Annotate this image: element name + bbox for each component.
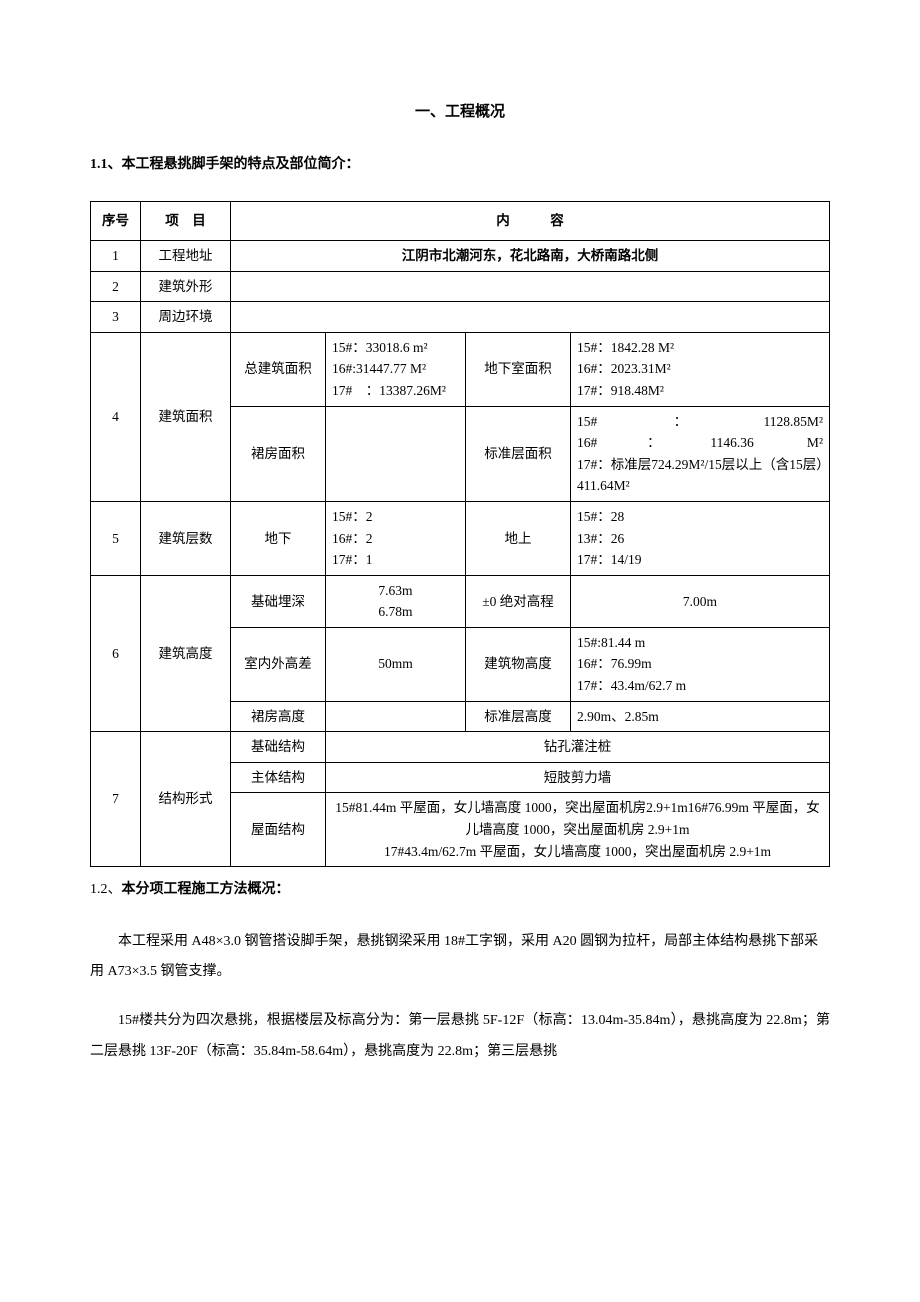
cell-sublabel: 室内外高差 <box>231 627 326 701</box>
header-seq: 序号 <box>91 202 141 241</box>
cell-sublabel: 屋面结构 <box>231 793 326 867</box>
cell-content <box>231 271 830 302</box>
cell-content <box>231 302 830 333</box>
cell-seq: 3 <box>91 302 141 333</box>
cell-value <box>326 406 466 501</box>
cell-seq: 2 <box>91 271 141 302</box>
cell-value: 50mm <box>326 627 466 701</box>
cell-value: 15#:81.44 m 16#：76.99m 17#：43.4m/62.7 m <box>571 627 830 701</box>
cell-sublabel: 裙房高度 <box>231 701 326 732</box>
cell-item: 周边环境 <box>141 302 231 333</box>
cell-sublabel: 裙房面积 <box>231 406 326 501</box>
cell-value: 15#81.44m 平屋面，女儿墙高度 1000，突出屋面机房2.9+1m16#… <box>326 793 830 867</box>
cell-label: 建筑物高度 <box>466 627 571 701</box>
cell-value: 7.00m <box>571 575 830 627</box>
cell-value: 15#：33018.6 m² 16#:31447.77 M² 17# ：1338… <box>326 332 466 406</box>
cell-item: 建筑高度 <box>141 575 231 732</box>
page-title: 一、工程概况 <box>90 100 830 124</box>
table-header-row: 序号 项 目 内 容 <box>91 202 830 241</box>
cell-seq: 6 <box>91 575 141 732</box>
cell-sublabel: 主体结构 <box>231 762 326 793</box>
cell-content: 江阴市北潮河东，花北路南，大桥南路北侧 <box>231 240 830 271</box>
cell-sublabel: 基础埋深 <box>231 575 326 627</box>
cell-sublabel: 基础结构 <box>231 732 326 763</box>
cell-item: 工程地址 <box>141 240 231 271</box>
cell-label: 标准层高度 <box>466 701 571 732</box>
section-header-1-2: 1.2、1.2、本分项工程施工方法概况：本分项工程施工方法概况： <box>90 879 830 901</box>
cell-value: 15#：2 16#：2 17#：1 <box>326 501 466 575</box>
cell-label: 标准层面积 <box>466 406 571 501</box>
table-row: 5 建筑层数 地下 15#：2 16#：2 17#：1 地上 15#：28 13… <box>91 501 830 575</box>
cell-value <box>326 701 466 732</box>
cell-value: 7.63m 6.78m <box>326 575 466 627</box>
cell-seq: 7 <box>91 732 141 867</box>
cell-label: ±0 绝对高程 <box>466 575 571 627</box>
cell-seq: 5 <box>91 501 141 575</box>
cell-seq: 4 <box>91 332 141 501</box>
paragraph-1: 本工程采用 A48×3.0 钢管搭设脚手架，悬挑钢梁采用 18#工字钢，采用 A… <box>90 927 830 989</box>
header-content: 内 容 <box>231 202 830 241</box>
cell-sublabel: 地下 <box>231 501 326 575</box>
cell-value: 2.90m、2.85m <box>571 701 830 732</box>
cell-sublabel: 总建筑面积 <box>231 332 326 406</box>
cell-value: 短肢剪力墙 <box>326 762 830 793</box>
cell-seq: 1 <box>91 240 141 271</box>
table-row: 6 建筑高度 基础埋深 7.63m 6.78m ±0 绝对高程 7.00m <box>91 575 830 627</box>
cell-item: 建筑外形 <box>141 271 231 302</box>
table-row: 1 工程地址 江阴市北潮河东，花北路南，大桥南路北侧 <box>91 240 830 271</box>
cell-label: 地下室面积 <box>466 332 571 406</box>
header-item: 项 目 <box>141 202 231 241</box>
table-row: 7 结构形式 基础结构 钻孔灌注桩 <box>91 732 830 763</box>
cell-value: 15#：1128.85M² 16#：1146.36 M² 17#：标准层724.… <box>571 406 830 501</box>
table-row: 4 建筑面积 总建筑面积 15#：33018.6 m² 16#:31447.77… <box>91 332 830 406</box>
cell-value: 15#：28 13#：26 17#：14/19 <box>571 501 830 575</box>
cell-item: 建筑面积 <box>141 332 231 501</box>
cell-label: 地上 <box>466 501 571 575</box>
cell-value: 钻孔灌注桩 <box>326 732 830 763</box>
paragraph-2: 15#楼共分为四次悬挑，根据楼层及标高分为：第一层悬挑 5F-12F（标高：13… <box>90 1006 830 1068</box>
cell-value: 15#：1842.28 M² 16#：2023.31M² 17#：918.48M… <box>571 332 830 406</box>
table-row: 3 周边环境 <box>91 302 830 333</box>
section-header-1-1: 1.1、本工程悬挑脚手架的特点及部位简介： <box>90 154 830 176</box>
project-overview-table: 序号 项 目 内 容 1 工程地址 江阴市北潮河东，花北路南，大桥南路北侧 2 … <box>90 201 830 867</box>
cell-item: 建筑层数 <box>141 501 231 575</box>
table-row: 2 建筑外形 <box>91 271 830 302</box>
cell-item: 结构形式 <box>141 732 231 867</box>
